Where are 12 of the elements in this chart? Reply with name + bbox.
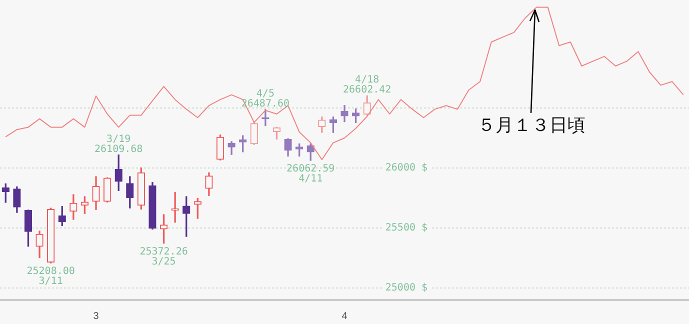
x-tick-label: 3 [93,310,100,322]
y-tick-label: 26000 $ [385,162,428,174]
annotation: ５月１３日頃 [476,114,587,138]
annotation: 26062.59 4/11 [286,163,335,184]
annotation: 25208.00 3/11 [26,266,75,288]
annotation: 4/18 26602.42 [343,74,392,96]
y-tick-label: 25000 $ [385,282,428,294]
annotation: 25372.26 3/25 [140,246,188,268]
candlestick [171,192,179,223]
y-tick-label: 25500 $ [385,222,428,234]
x-tick-label: 4 [342,310,348,322]
annotation: 3/19 26109.68 [94,134,143,155]
